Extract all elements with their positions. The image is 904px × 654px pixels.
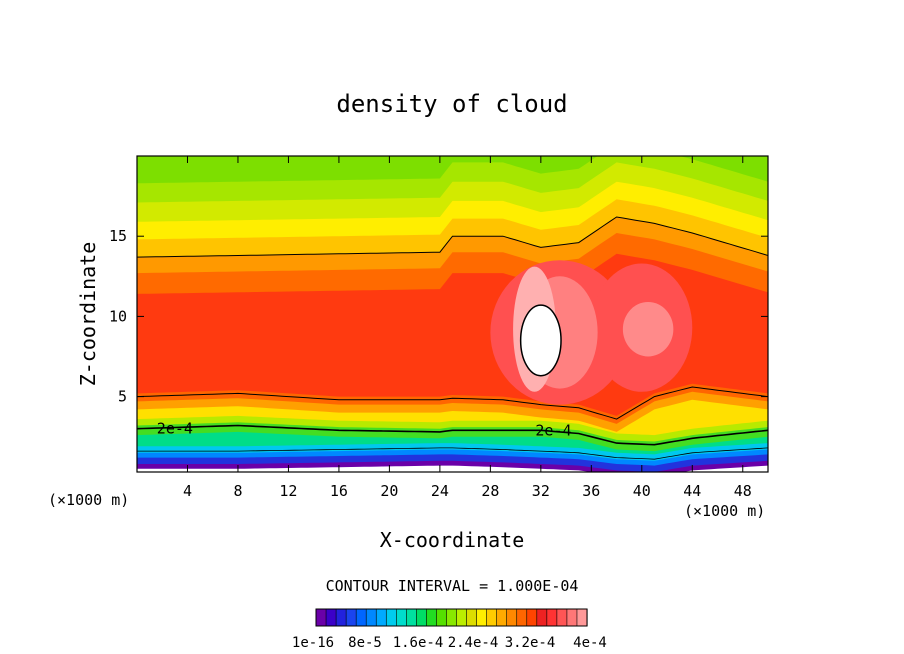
high-density-lobe-4 <box>622 301 674 357</box>
y-axis-label: Z-coordinate <box>76 242 100 387</box>
x-tick-label-20: 20 <box>380 482 398 500</box>
colorbar-label-2: 1.6e-4 <box>393 635 444 651</box>
colorbar-swatch-0 <box>315 608 327 627</box>
contour-interval-text: CONTOUR INTERVAL = 1.000E-04 <box>326 577 579 595</box>
x-tick-label-8: 8 <box>233 482 242 500</box>
colorbar-swatch-12 <box>436 608 448 627</box>
contour-label-0: 2e-4 <box>157 420 193 438</box>
x-tick-label-12: 12 <box>279 482 297 500</box>
colorbar-label-4: 3.2e-4 <box>505 635 556 651</box>
colorbar-swatch-21 <box>526 608 538 627</box>
colorbar-swatch-14 <box>456 608 468 627</box>
x-tick-label-28: 28 <box>481 482 499 500</box>
x-axis: 4 8 12 16 20 24 28 32 36 40 44 48 <box>183 156 752 500</box>
colorbar-swatch-11 <box>426 608 438 627</box>
x-tick-label-32: 32 <box>532 482 550 500</box>
colorbar-swatch-20 <box>516 608 528 627</box>
x-tick-label-4: 4 <box>183 482 192 500</box>
max-density-region <box>519 304 562 377</box>
x-tick-label-48: 48 <box>734 482 752 500</box>
colorbar-swatch-2 <box>335 608 347 627</box>
colorbar-swatch-16 <box>476 608 488 627</box>
contour-line-lower <box>137 386 768 420</box>
colorbar-swatch-9 <box>406 608 417 627</box>
y-tick-label-5: 5 <box>118 388 127 406</box>
contour-band-17 <box>137 465 768 472</box>
x-tick-label-16: 16 <box>330 482 348 500</box>
colorbar-swatch-17 <box>486 608 498 627</box>
contour-line-top <box>137 216 768 258</box>
colorbar-labels: 1e-16 8e-5 1.6e-4 2.4e-4 3.2e-4 4e-4 <box>292 635 607 651</box>
y-axis: 5 10 15 <box>109 227 768 406</box>
colorbar-label-0: 1e-16 <box>292 635 334 651</box>
colorbar-swatch-1 <box>325 608 337 627</box>
colorbar-label-1: 8e-5 <box>348 635 382 651</box>
x-tick-label-24: 24 <box>431 482 449 500</box>
colorbar-swatch-22 <box>536 608 548 627</box>
colorbar-swatch-5 <box>365 608 377 627</box>
colorbar-swatch-26 <box>576 608 588 627</box>
contour-line-2e-4 <box>137 424 768 446</box>
colorbar-swatch-23 <box>546 608 558 627</box>
colorbar-swatch-4 <box>355 608 367 627</box>
colorbar-swatch-18 <box>496 608 508 627</box>
x-tick-label-40: 40 <box>633 482 651 500</box>
colorbar-label-3: 2.4e-4 <box>448 635 499 651</box>
colorbar-swatch-13 <box>446 608 458 627</box>
colorbar <box>315 608 588 627</box>
colorbar-swatch-3 <box>345 608 357 627</box>
plot-area <box>137 156 768 472</box>
contour-label-1: 2e-4 <box>535 421 571 439</box>
contour-lines <box>137 216 768 460</box>
contour-line-base <box>137 447 768 460</box>
colorbar-swatch-10 <box>416 608 428 627</box>
colorbar-swatch-15 <box>466 608 478 627</box>
chart-title: density of cloud <box>336 90 567 118</box>
y-tick-label-15: 15 <box>109 227 127 245</box>
x-tick-label-44: 44 <box>683 482 701 500</box>
x-units-right: (×1000 m) <box>684 502 765 520</box>
x-axis-label: X-coordinate <box>380 528 525 552</box>
y-tick-label-10: 10 <box>109 307 127 325</box>
colorbar-swatch-6 <box>375 608 387 627</box>
x-units-left: (×1000 m) <box>48 491 129 509</box>
colorbar-label-5: 4e-4 <box>573 635 607 651</box>
plot-frame <box>136 155 769 473</box>
colorbar-swatch-24 <box>556 608 568 627</box>
colorbar-swatch-25 <box>566 608 578 627</box>
colorbar-swatch-7 <box>385 608 397 627</box>
colorbar-frame <box>315 608 588 627</box>
x-tick-label-36: 36 <box>582 482 600 500</box>
colorbar-swatch-8 <box>395 608 407 627</box>
local-maxima <box>490 260 693 405</box>
contour-labels: 2e-4 2e-4 <box>157 420 572 440</box>
colorbar-swatch-19 <box>506 608 518 627</box>
